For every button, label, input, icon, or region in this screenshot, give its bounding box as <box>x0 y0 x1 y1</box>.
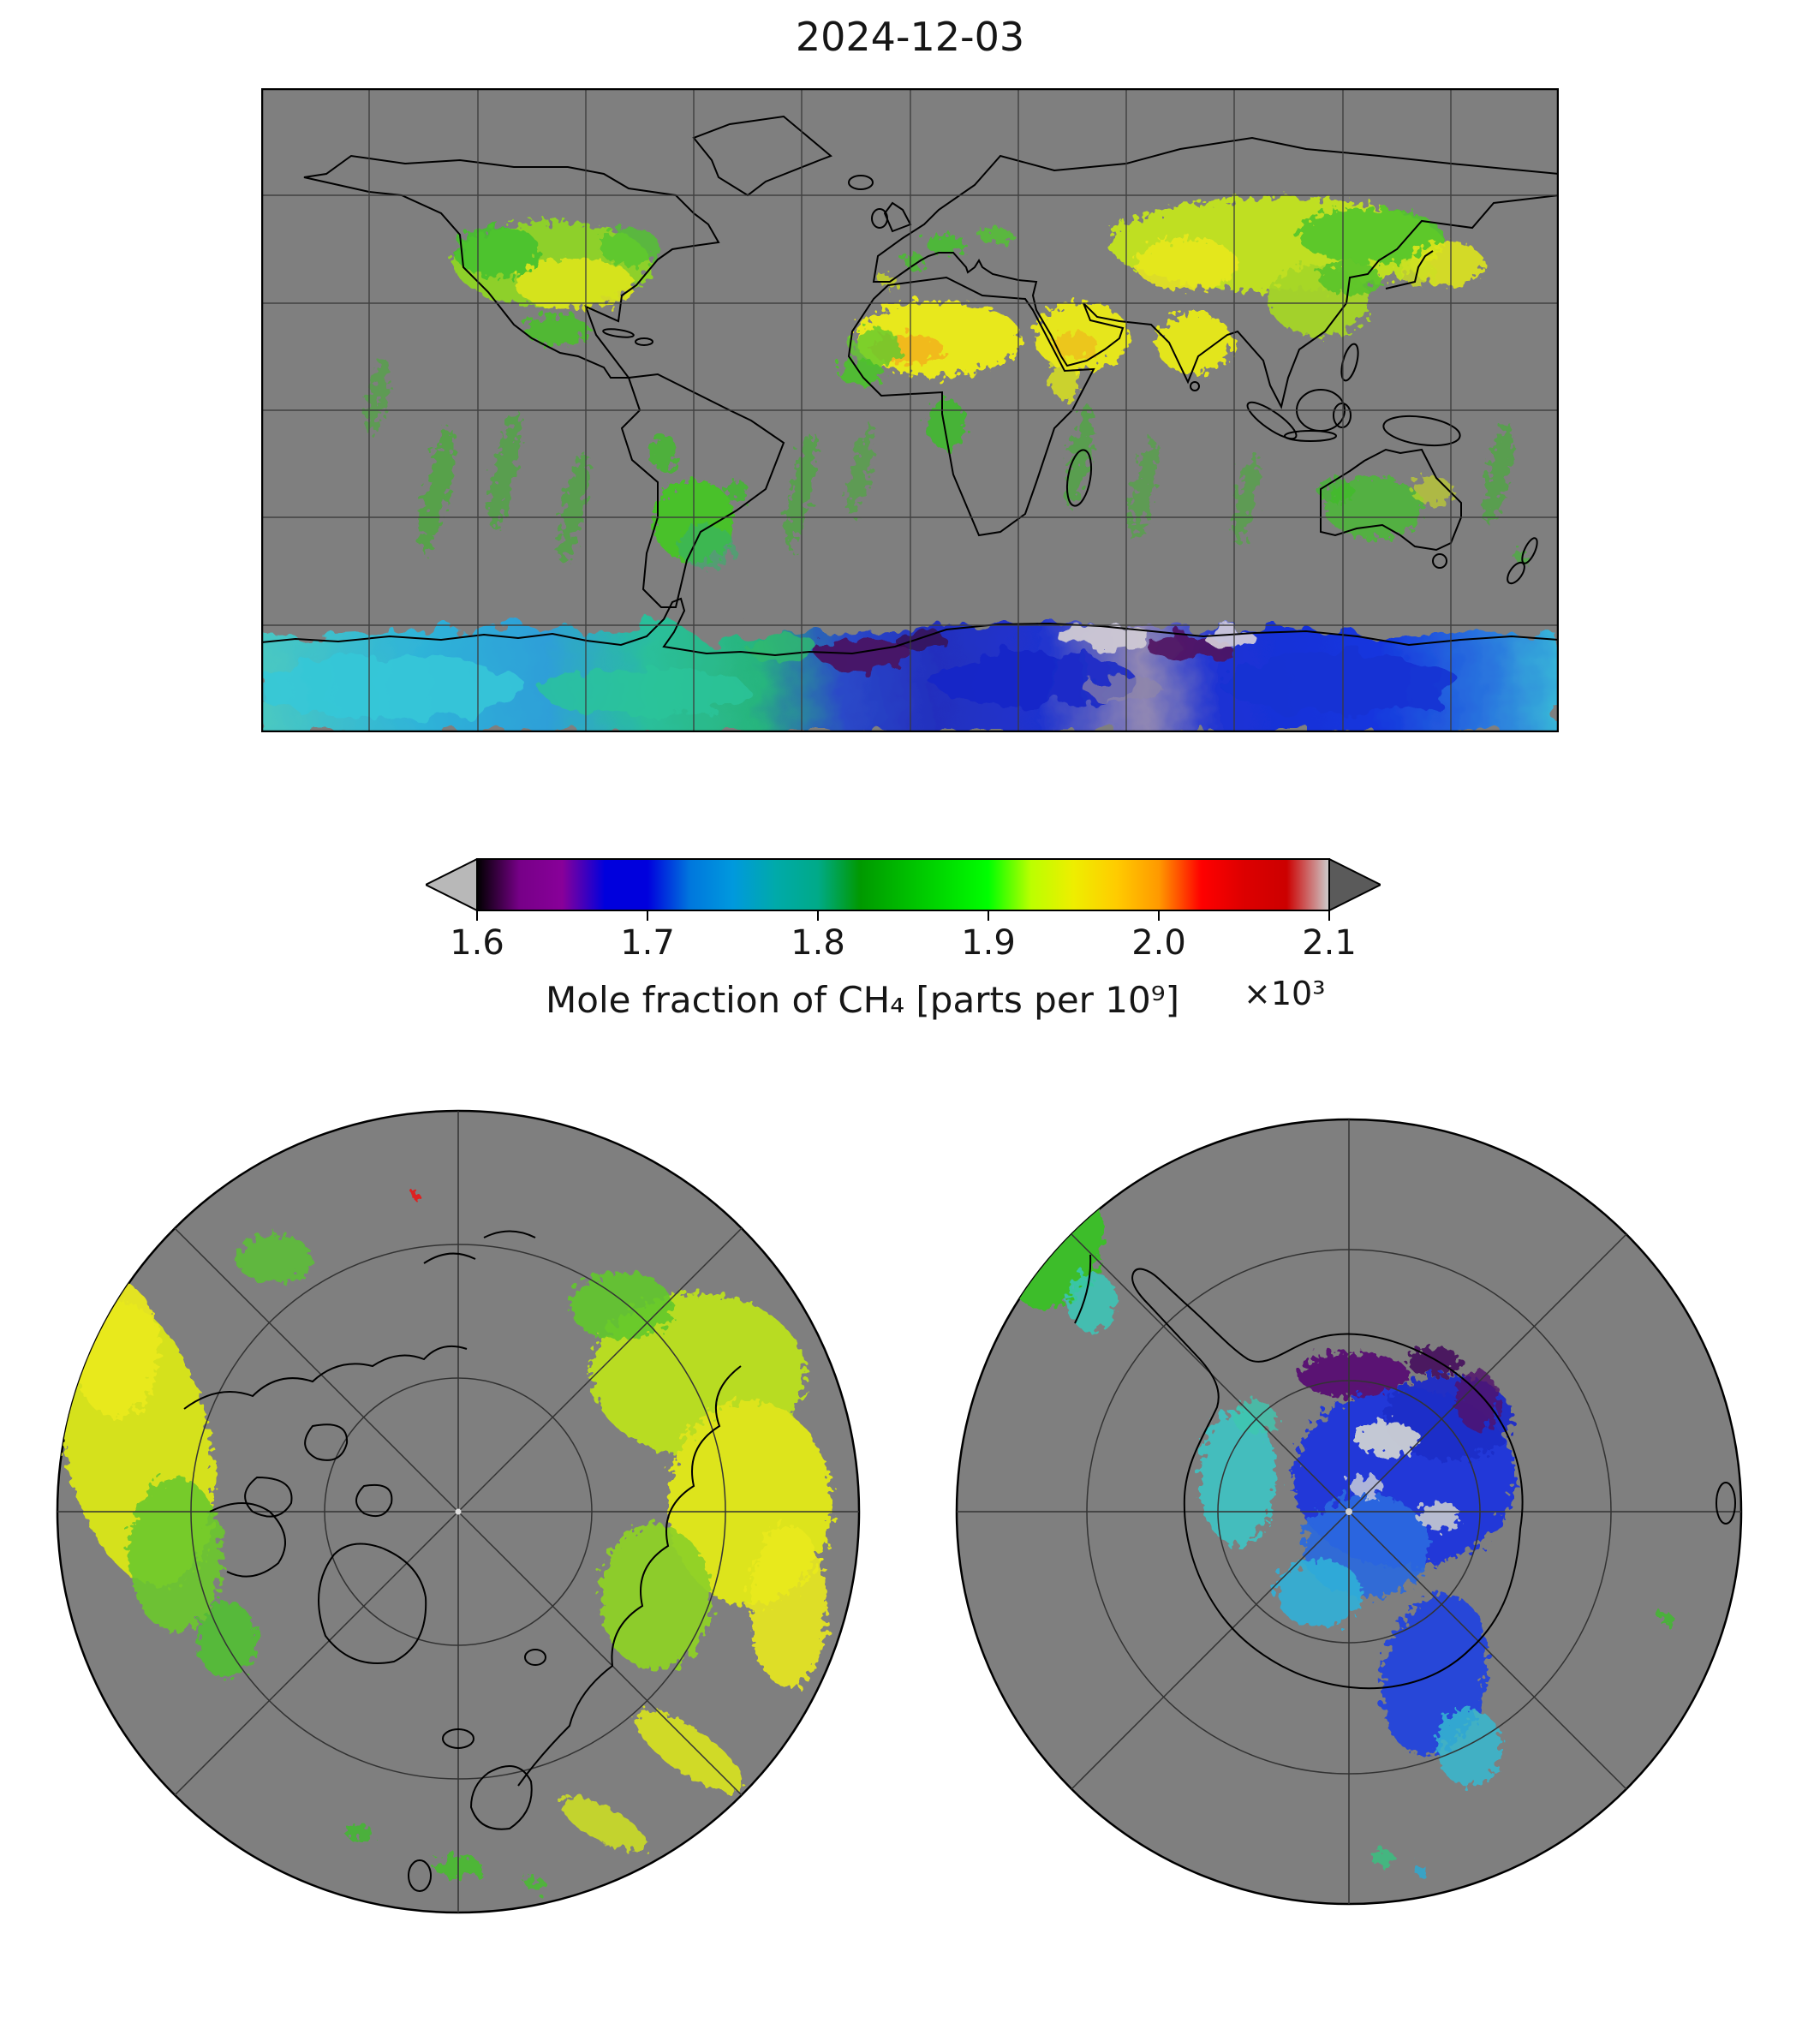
colorbar-label: Mole fraction of CH₄ [parts per 10⁹] <box>546 979 1179 1021</box>
colorbar <box>426 858 1381 921</box>
gridlines <box>261 88 1559 732</box>
colorbar-tick: 1.7 <box>620 923 675 963</box>
north-polar-data <box>59 1191 831 1893</box>
south-pole-point <box>1346 1508 1352 1515</box>
north-pole-point <box>455 1508 462 1515</box>
south-polar-panel <box>955 1118 1743 1906</box>
colorbar-scale-multiplier: ×10³ <box>1244 975 1326 1012</box>
colorbar-tick: 1.9 <box>961 923 1016 963</box>
colorbar-over-arrow <box>1328 858 1381 912</box>
global-map-panel <box>261 88 1559 732</box>
figure-title: 2024-12-03 <box>795 14 1025 60</box>
colorbar-tick: 2.0 <box>1131 923 1186 963</box>
map-border <box>261 88 1559 732</box>
colorbar-tick: 1.6 <box>450 923 504 963</box>
north-polar-panel <box>56 1109 861 1914</box>
coastlines <box>261 115 1559 657</box>
methane-data-patches <box>365 197 1527 569</box>
colorbar-tick: 1.8 <box>791 923 845 963</box>
colorbar-gradient <box>476 858 1330 911</box>
north-polar-coastlines <box>183 1230 742 1892</box>
colorbar-tick: 2.1 <box>1302 923 1357 963</box>
colorbar-tickmarks <box>476 910 1330 921</box>
colorbar-under-arrow <box>426 858 478 912</box>
